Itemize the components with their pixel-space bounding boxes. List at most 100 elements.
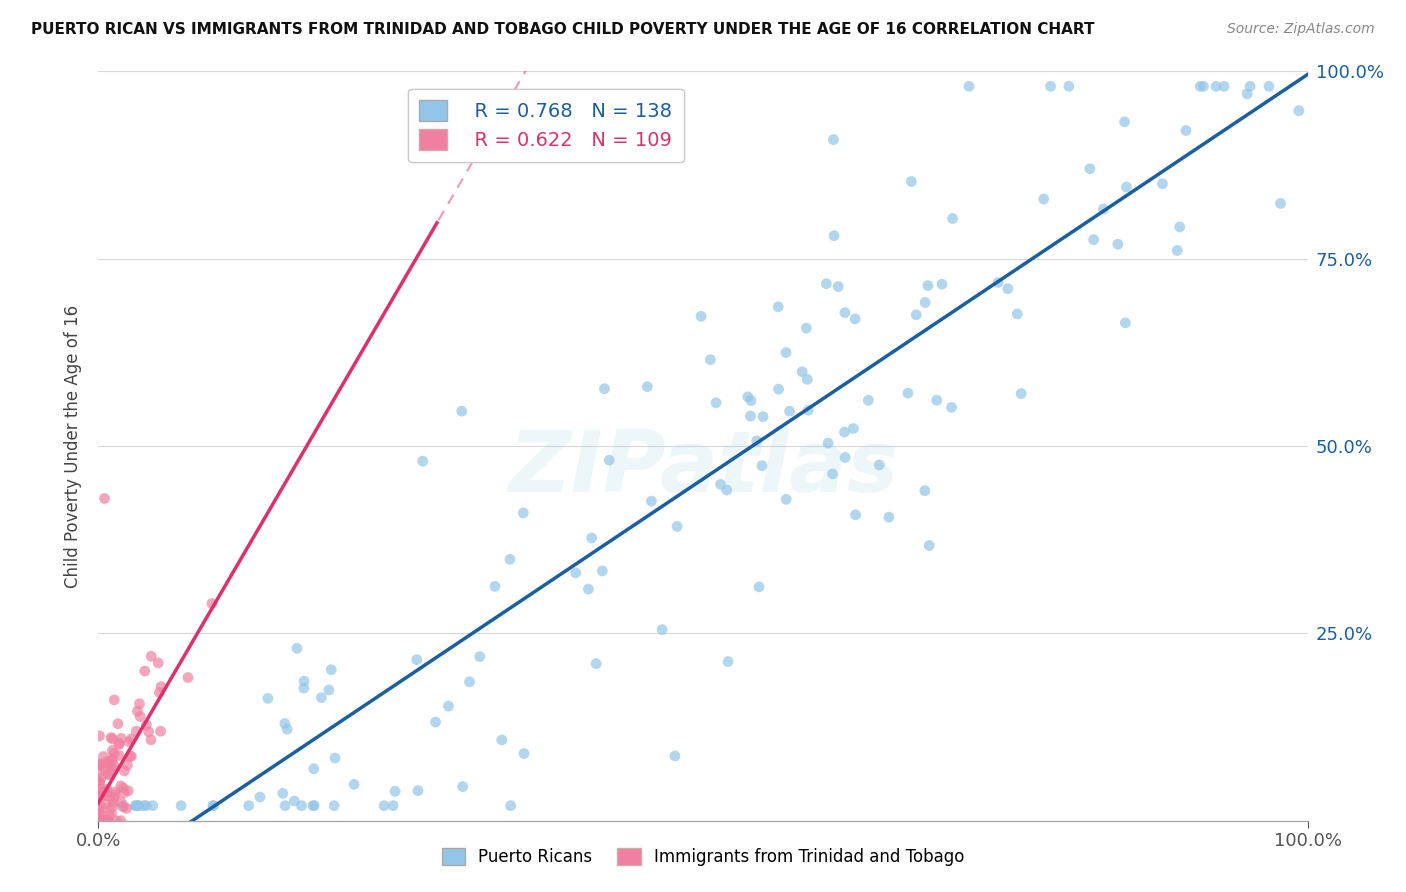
Point	[100, 806, 122, 821]
Point	[128, 697, 150, 711]
Point	[1192, 79, 1215, 94]
Point	[484, 579, 506, 593]
Point	[100, 731, 122, 745]
Point	[91, 814, 114, 828]
Point	[905, 308, 928, 322]
Y-axis label: Child Poverty Under the Age of 16: Child Poverty Under the Age of 16	[63, 304, 82, 588]
Point	[148, 685, 170, 699]
Point	[249, 790, 271, 805]
Point	[585, 657, 607, 671]
Point	[931, 277, 953, 292]
Point	[1010, 386, 1032, 401]
Point	[120, 749, 142, 764]
Point	[108, 748, 131, 763]
Point	[103, 790, 125, 805]
Point	[118, 735, 141, 749]
Point	[94, 814, 117, 828]
Point	[827, 279, 849, 293]
Point	[408, 90, 430, 104]
Point	[748, 580, 770, 594]
Point	[177, 671, 200, 685]
Point	[918, 539, 941, 553]
Point	[89, 790, 111, 805]
Point	[97, 767, 120, 781]
Point	[768, 382, 790, 396]
Point	[97, 767, 120, 781]
Point	[1168, 219, 1191, 234]
Point	[636, 379, 658, 393]
Point	[89, 787, 111, 801]
Point	[90, 758, 112, 772]
Point	[108, 738, 131, 752]
Point	[238, 798, 260, 813]
Point	[1288, 103, 1310, 118]
Point	[101, 731, 124, 746]
Point	[1152, 177, 1174, 191]
Point	[323, 798, 346, 813]
Point	[877, 510, 900, 524]
Text: ZIPatlas: ZIPatlas	[508, 427, 898, 510]
Point	[311, 690, 333, 705]
Point	[957, 79, 980, 94]
Point	[704, 396, 727, 410]
Point	[132, 798, 155, 813]
Point	[103, 693, 125, 707]
Point	[134, 664, 156, 678]
Point	[141, 649, 163, 664]
Point	[897, 386, 920, 401]
Point	[917, 278, 939, 293]
Point	[93, 491, 115, 506]
Point	[110, 814, 132, 828]
Point	[276, 722, 298, 736]
Point	[89, 780, 111, 794]
Point	[112, 798, 135, 813]
Point	[412, 454, 434, 468]
Point	[89, 814, 111, 828]
Point	[100, 754, 122, 768]
Point	[91, 814, 114, 828]
Point	[321, 663, 343, 677]
Point	[1114, 115, 1136, 129]
Point	[292, 674, 315, 689]
Point	[302, 762, 325, 776]
Point	[491, 733, 513, 747]
Point	[89, 814, 111, 828]
Point	[257, 691, 280, 706]
Point	[91, 814, 114, 828]
Point	[91, 809, 114, 823]
Point	[110, 779, 132, 793]
Point	[716, 483, 738, 497]
Point	[752, 409, 775, 424]
Point	[89, 784, 111, 798]
Point	[740, 409, 762, 423]
Point	[89, 756, 111, 771]
Point	[664, 748, 686, 763]
Point	[318, 683, 340, 698]
Point	[96, 755, 118, 769]
Point	[302, 798, 325, 813]
Point	[96, 782, 118, 797]
Point	[591, 564, 613, 578]
Point	[834, 425, 856, 439]
Text: PUERTO RICAN VS IMMIGRANTS FROM TRINIDAD AND TOBAGO CHILD POVERTY UNDER THE AGE : PUERTO RICAN VS IMMIGRANTS FROM TRINIDAD…	[31, 22, 1094, 37]
Point	[1189, 79, 1212, 94]
Point	[406, 783, 429, 797]
Point	[384, 784, 406, 798]
Point	[941, 401, 963, 415]
Point	[845, 508, 868, 522]
Point	[98, 789, 121, 804]
Point	[101, 743, 124, 757]
Point	[135, 798, 157, 813]
Point	[125, 798, 148, 813]
Point	[598, 453, 620, 467]
Point	[997, 282, 1019, 296]
Point	[737, 390, 759, 404]
Point	[139, 732, 162, 747]
Point	[794, 321, 817, 335]
Point	[817, 436, 839, 450]
Point	[149, 724, 172, 739]
Point	[110, 795, 132, 809]
Point	[513, 747, 536, 761]
Point	[450, 404, 472, 418]
Point	[100, 764, 122, 779]
